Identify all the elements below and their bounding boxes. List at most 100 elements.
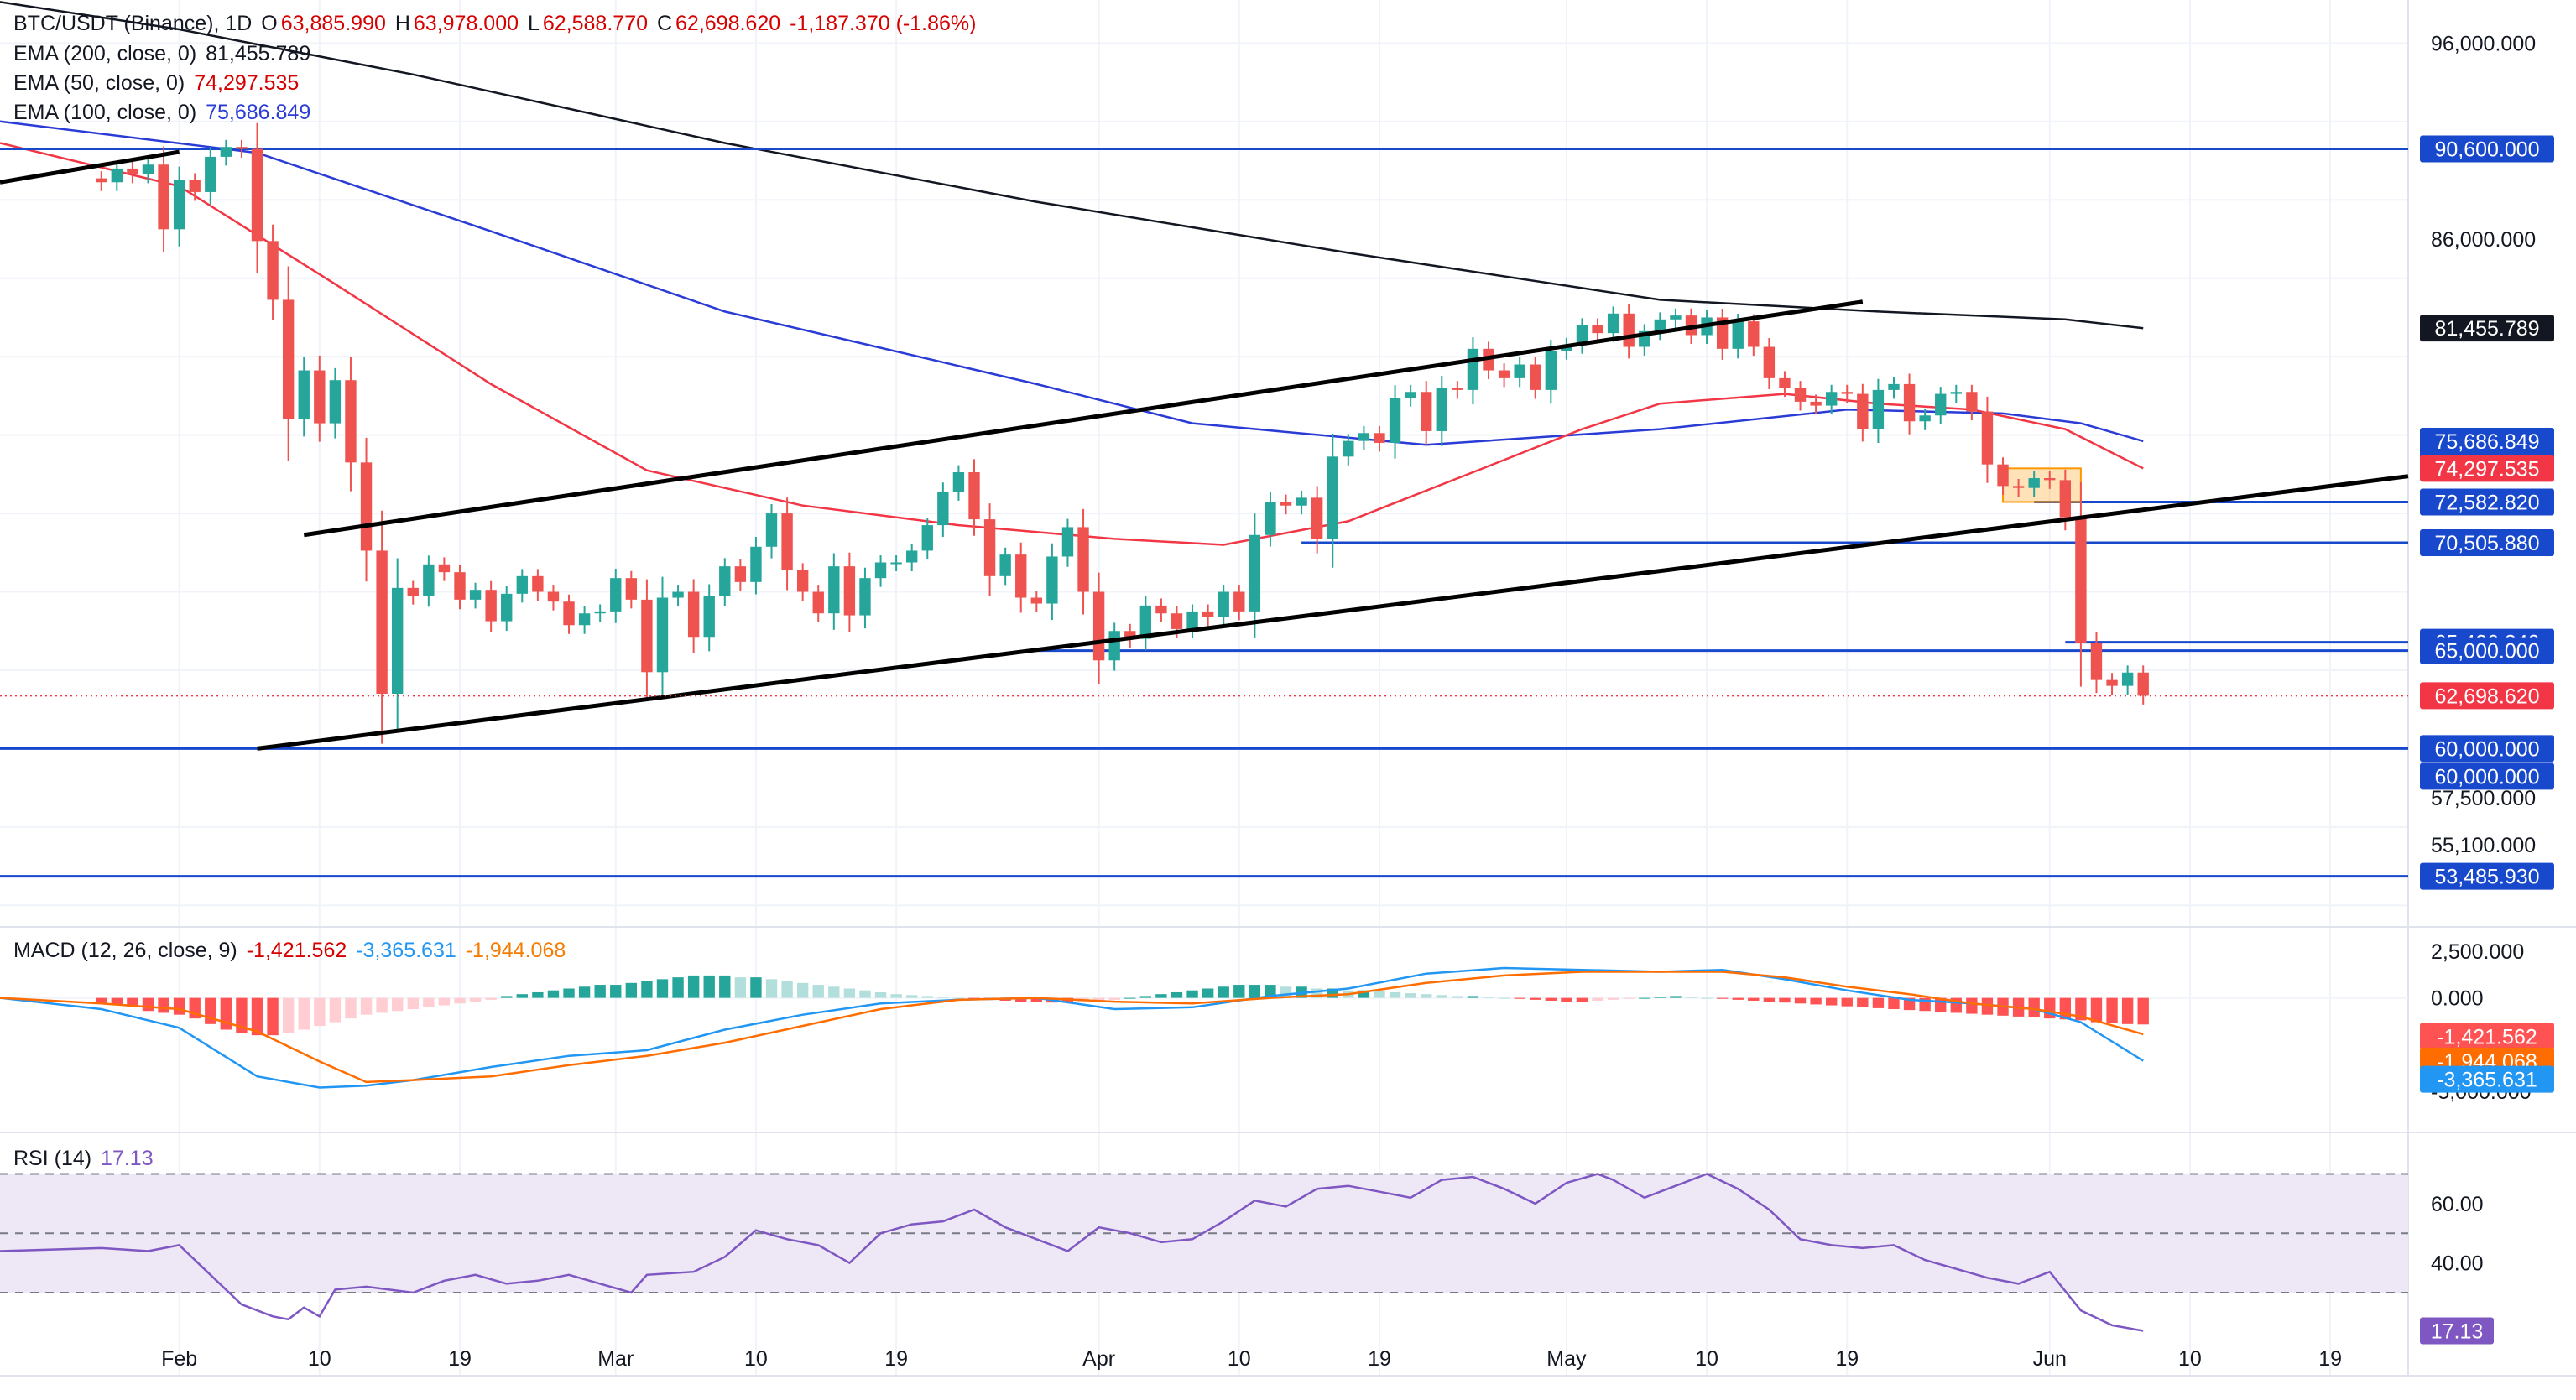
candle-body[interactable]	[610, 578, 622, 612]
candle-body[interactable]	[999, 554, 1011, 576]
candle-body[interactable]	[220, 147, 232, 157]
candle-body[interactable]	[906, 550, 918, 563]
ema200-legend[interactable]: EMA (200, close, 0) 81,455.789	[13, 42, 314, 66]
candle-body[interactable]	[1623, 313, 1635, 347]
candle-body[interactable]	[937, 492, 949, 526]
candle-body[interactable]	[1155, 605, 1167, 614]
candle-body[interactable]	[2012, 486, 2025, 488]
candle-body[interactable]	[1092, 591, 1105, 661]
candle-body[interactable]	[485, 590, 497, 622]
candle-body[interactable]	[983, 519, 996, 576]
candle-body[interactable]	[251, 148, 263, 242]
candle-body[interactable]	[1576, 325, 1588, 346]
candle-body[interactable]	[469, 590, 482, 600]
candle-body[interactable]	[1374, 433, 1385, 443]
trendline[interactable]	[0, 149, 180, 185]
candle-body[interactable]	[874, 562, 887, 579]
candle-body[interactable]	[1872, 389, 1885, 429]
candle-body[interactable]	[1685, 315, 1697, 336]
candle-body[interactable]	[96, 178, 107, 183]
candle-body[interactable]	[1030, 597, 1042, 604]
candle-body[interactable]	[142, 164, 154, 174]
candle-body[interactable]	[1139, 605, 1152, 639]
candle-body[interactable]	[1233, 591, 1245, 612]
candle-body[interactable]	[1935, 393, 1947, 416]
candle-body[interactable]	[1186, 611, 1198, 629]
candle-body[interactable]	[1327, 456, 1338, 539]
rsi-legend[interactable]: RSI (14) 17.13	[13, 1147, 157, 1171]
candle-body[interactable]	[501, 593, 513, 622]
candle-body[interactable]	[1670, 315, 1682, 320]
candle-body[interactable]	[127, 168, 138, 174]
candle-body[interactable]	[111, 168, 123, 183]
candle-body[interactable]	[1997, 464, 2009, 487]
candle-body[interactable]	[796, 570, 809, 592]
candle-body[interactable]	[2059, 480, 2072, 518]
candle-body[interactable]	[1841, 392, 1853, 394]
candle-body[interactable]	[2106, 679, 2118, 686]
candle-body[interactable]	[1732, 321, 1744, 349]
candle-body[interactable]	[641, 599, 653, 673]
candle-body[interactable]	[1296, 497, 1307, 506]
candle-body[interactable]	[376, 550, 388, 694]
candle-body[interactable]	[282, 299, 295, 419]
candle-body[interactable]	[314, 370, 326, 424]
candle-body[interactable]	[968, 472, 980, 520]
candle-body[interactable]	[205, 156, 216, 192]
candle-body[interactable]	[407, 587, 419, 596]
candle-body[interactable]	[1046, 556, 1058, 604]
candle-body[interactable]	[781, 513, 793, 570]
ema100-legend[interactable]: EMA (100, close, 0) 75,686.849	[13, 101, 314, 125]
candle-body[interactable]	[1202, 611, 1214, 617]
candle-body[interactable]	[1779, 377, 1791, 388]
candle-body[interactable]	[1545, 351, 1557, 390]
candle-body[interactable]	[236, 147, 248, 149]
candle-body[interactable]	[438, 564, 451, 573]
candle-body[interactable]	[1607, 313, 1619, 334]
candle-body[interactable]	[765, 513, 778, 547]
candle-body[interactable]	[329, 380, 342, 424]
candle-body[interactable]	[2090, 643, 2103, 680]
candle-body[interactable]	[750, 546, 762, 582]
candle-body[interactable]	[1436, 388, 1447, 431]
candle-body[interactable]	[1124, 631, 1136, 639]
candle-body[interactable]	[547, 591, 560, 602]
candle-body[interactable]	[267, 241, 279, 300]
candle-body[interactable]	[828, 566, 840, 614]
candle-body[interactable]	[532, 575, 544, 592]
candle-body[interactable]	[454, 572, 466, 600]
candle-body[interactable]	[656, 597, 669, 673]
candle-body[interactable]	[392, 587, 404, 694]
candle-body[interactable]	[1015, 554, 1027, 598]
candle-body[interactable]	[1825, 392, 1838, 406]
candle-body[interactable]	[1405, 392, 1416, 398]
candle-body[interactable]	[578, 613, 591, 626]
candle-body[interactable]	[843, 566, 856, 616]
candle-body[interactable]	[1452, 388, 1463, 390]
candle-body[interactable]	[734, 566, 747, 582]
candle-body[interactable]	[625, 578, 638, 600]
candle-body[interactable]	[1358, 433, 1370, 441]
candle-body[interactable]	[1498, 370, 1510, 378]
candle-body[interactable]	[952, 472, 965, 492]
candle-body[interactable]	[1748, 321, 1760, 347]
candle-body[interactable]	[594, 611, 606, 614]
candle-body[interactable]	[1077, 527, 1089, 592]
candle-body[interactable]	[1280, 502, 1292, 506]
candle-body[interactable]	[1514, 364, 1525, 378]
candle-body[interactable]	[1763, 346, 1776, 378]
candle-body[interactable]	[1919, 415, 1931, 422]
trendline[interactable]	[257, 474, 2409, 751]
candle-body[interactable]	[1981, 411, 1994, 465]
candle-body[interactable]	[2028, 478, 2040, 488]
candle-body[interactable]	[687, 591, 700, 638]
candle-body[interactable]	[1389, 398, 1401, 443]
candle-body[interactable]	[672, 591, 684, 598]
candle-body[interactable]	[719, 566, 731, 596]
candle-body[interactable]	[189, 180, 201, 192]
candle-body[interactable]	[1467, 348, 1479, 390]
candle-body[interactable]	[345, 380, 357, 463]
candle-body[interactable]	[1530, 364, 1541, 390]
candle-body[interactable]	[1888, 383, 1900, 390]
